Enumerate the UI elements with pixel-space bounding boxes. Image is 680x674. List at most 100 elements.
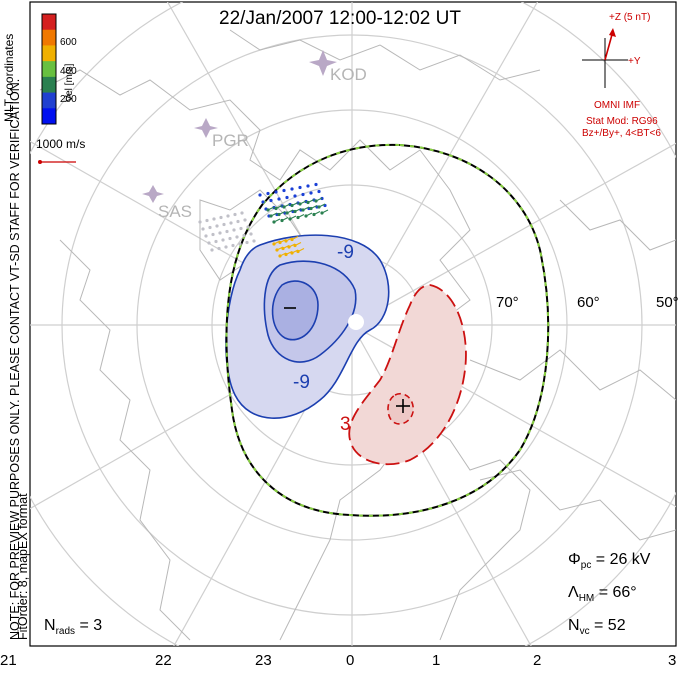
vector-dot — [221, 238, 225, 242]
imf-z-label: +Z (5 nT) — [609, 12, 651, 23]
scale-vector-dot — [38, 160, 42, 164]
vector-dot — [245, 240, 249, 245]
vector-dot — [269, 198, 273, 203]
imf-y-label: +Y — [628, 56, 641, 67]
vector-dot — [198, 220, 202, 224]
lat-label-60: 60° — [577, 294, 600, 311]
vector-line — [315, 197, 323, 202]
vector-line — [305, 212, 313, 217]
vector-dot — [217, 246, 221, 251]
mlt-hour-3: 3 — [668, 652, 677, 669]
lambda-hm-stat: ΛHM = 66° — [568, 584, 637, 604]
mlt-hour-2: 2 — [533, 652, 542, 669]
vector-dot — [306, 184, 310, 188]
imf-vector-arrowhead — [609, 28, 616, 37]
negative-cell-inner — [271, 280, 319, 341]
vector-dot — [309, 191, 313, 195]
lat-label-50: 50° — [656, 294, 679, 311]
vector-dot — [246, 225, 250, 229]
vector-dot — [207, 241, 211, 245]
vector-dot — [238, 242, 242, 246]
vector-dot — [219, 215, 223, 220]
colorbar-tick-200: 200 — [60, 94, 77, 105]
vector-line — [310, 205, 318, 209]
station-sas: SAS — [158, 202, 193, 221]
colorbar-segment — [42, 108, 56, 125]
vector-dot — [317, 189, 321, 194]
vector-line — [278, 211, 286, 215]
vector-line — [291, 236, 299, 240]
fitorder-note: FitOrder: 8, mapEX format — [16, 493, 30, 640]
vector-dot — [243, 218, 247, 222]
mlt-hour-1: 1 — [432, 652, 441, 669]
coords-label: MLT coordinates — [2, 33, 16, 122]
vector-dot — [242, 233, 246, 238]
imf-source: OMNI IMF — [594, 100, 641, 111]
vector-dot — [236, 219, 240, 224]
vector-line — [294, 242, 302, 246]
vector-line — [267, 206, 275, 211]
station-pgr: PGR — [212, 131, 249, 150]
mlt-hour-0: 0 — [346, 652, 355, 669]
vector-dot — [240, 211, 244, 215]
nrads-symbol: N — [44, 617, 56, 634]
lambda-sub: HM — [578, 593, 595, 605]
vector-dot — [215, 224, 219, 228]
vector-dot — [239, 226, 243, 231]
vector-line — [273, 218, 281, 223]
vector-dot — [252, 239, 256, 243]
max-marker — [396, 399, 410, 413]
vector-dot — [293, 194, 297, 198]
vector-dot — [211, 232, 215, 237]
vector-dot — [258, 193, 262, 197]
coastlines — [39, 29, 676, 641]
nvc-value: = 52 — [589, 617, 626, 634]
vector-line — [297, 248, 305, 252]
vector-dot — [233, 212, 237, 217]
nvc-sub: vc — [579, 626, 590, 638]
vector-dot — [290, 187, 294, 191]
imf-vector — [604, 30, 614, 61]
vector-line — [289, 215, 297, 220]
colorbar-segment — [42, 61, 56, 78]
velocity-vectors — [198, 182, 329, 258]
nvc-stat: Nvc = 52 — [568, 617, 626, 637]
vector-dot — [298, 185, 302, 190]
nrads-sub: rads — [55, 626, 76, 638]
imf-condition: Bz+/By+, 4<BT<6 — [582, 128, 661, 139]
positive-cell-inner — [387, 393, 415, 425]
colorbar-border — [41, 13, 57, 125]
colorbar-segment — [42, 29, 56, 46]
vector-dot — [314, 182, 318, 187]
vector-dot — [285, 195, 289, 200]
vector-dot — [210, 248, 214, 252]
scale-vector-label: 1000 m/s — [36, 137, 86, 151]
vector-dot — [208, 225, 212, 230]
vector-dot — [204, 234, 208, 238]
vector-dot — [301, 192, 305, 197]
vector-dot — [266, 191, 270, 196]
hm-boundary-dashes — [225, 143, 550, 517]
colorbar-segment — [42, 14, 56, 31]
station-kod-marker — [309, 50, 337, 76]
station-sas-marker — [142, 185, 164, 203]
vector-dot — [205, 218, 209, 223]
nvc-symbol: N — [568, 617, 580, 634]
lat-label-70: 70° — [496, 294, 519, 311]
phi-symbol: Φ — [568, 551, 581, 568]
colorbar-segment — [42, 45, 56, 62]
phi-sub: pc — [580, 560, 592, 572]
station-kod: KOD — [330, 65, 367, 84]
vector-line — [286, 209, 294, 214]
vector-line — [299, 200, 307, 205]
vector-line — [297, 214, 305, 218]
colorbar-segment — [42, 92, 56, 109]
vector-dot — [249, 232, 253, 236]
pole-gap — [348, 314, 364, 330]
vector-line — [302, 206, 310, 211]
vector-line — [275, 205, 283, 209]
colorbar — [41, 13, 57, 125]
vector-line — [281, 217, 289, 221]
vector-dot — [228, 236, 232, 241]
